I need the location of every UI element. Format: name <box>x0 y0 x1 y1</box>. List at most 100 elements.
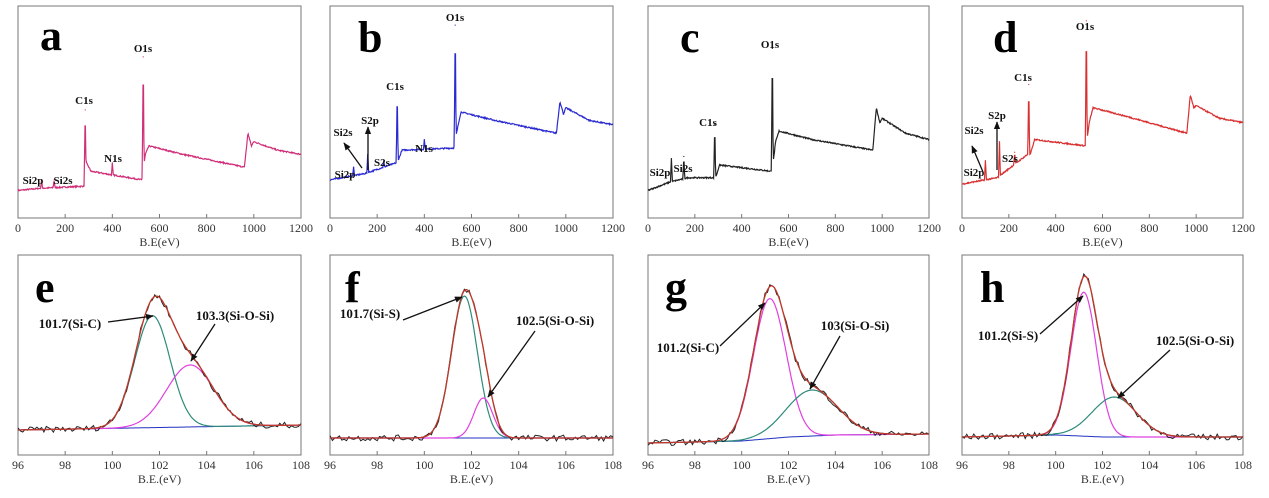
peak-label: O1s <box>134 43 153 55</box>
x-tick-label: 400 <box>1047 221 1065 235</box>
plot-frame <box>329 254 614 456</box>
x-tick-label: 0 <box>327 221 333 235</box>
panel-letter: h <box>980 263 1004 312</box>
annotation-arrow <box>107 313 154 323</box>
x-tick-label: 1000 <box>1184 221 1208 235</box>
peak-point <box>1014 151 1016 153</box>
panel-a: 0 200 400 600 800 1000 1200 B.E(eV) a Si2p Si2s N1s… <box>15 5 313 249</box>
x-tick-label: 102 <box>151 458 169 472</box>
peak-point <box>423 138 425 141</box>
spectrum-line <box>961 51 1244 186</box>
fit-component <box>18 364 301 431</box>
x-tick-label: 106 <box>873 458 891 472</box>
peak-point <box>40 179 43 181</box>
x-tick-label: 106 <box>557 458 575 472</box>
peak-label: C1s <box>386 81 404 93</box>
x-tick-label: 108 <box>1234 458 1252 472</box>
component-label: 101.7(Si-S) <box>340 306 400 321</box>
annotation-arrow <box>1117 349 1171 399</box>
peak-label: S2s <box>374 157 391 169</box>
peak-point <box>111 162 113 164</box>
panel-letter: e <box>35 263 55 312</box>
peak-label: Si2p <box>964 167 985 179</box>
x-tick-label: 600 <box>780 221 798 235</box>
x-tick-label: 200 <box>56 221 74 235</box>
peak-label: S2p <box>361 115 379 127</box>
x-tick-label: 1000 <box>554 221 578 235</box>
envelope-line <box>330 289 613 439</box>
x-tick-label: 0 <box>645 221 651 235</box>
peak-label: Si2p <box>650 167 671 179</box>
x-tick-label: 400 <box>415 221 433 235</box>
peak-label: C1s <box>1014 72 1032 84</box>
peak-point <box>454 24 456 26</box>
x-tick-label: 98 <box>1003 458 1015 472</box>
x-axis-label: B.E.(eV) <box>767 472 810 486</box>
x-tick-label: 1200 <box>601 221 625 235</box>
x-tick-label: 1200 <box>289 221 313 235</box>
x-tick-label: 0 <box>959 221 965 235</box>
x-tick-label: 96 <box>642 458 654 472</box>
annotation-arrow <box>971 145 984 173</box>
x-tick-label: 800 <box>1140 221 1158 235</box>
peak-label: Si2s <box>334 127 354 139</box>
panel-g: 96 98 100 102 104 106 108 B.E.(eV) g 101.2(Si-C) 1… <box>642 254 938 486</box>
component-label: 101.2(Si-S) <box>978 328 1038 343</box>
peak-label: Si2s <box>965 125 985 137</box>
peak-label: S2s <box>1002 153 1019 165</box>
panel-letter: d <box>993 13 1017 62</box>
panel-letter: b <box>358 13 382 62</box>
peak-point <box>53 179 55 181</box>
raw-data-line <box>17 293 302 434</box>
x-tick-label: 106 <box>1187 458 1205 472</box>
panel-e: 96 98 100 102 104 106 108 B.E.(eV) e 101.7(Si-C) 1… <box>12 254 310 486</box>
panel-letter: a <box>40 11 62 60</box>
x-tick-label: 600 <box>151 221 169 235</box>
peak-label: C1s <box>699 117 717 129</box>
panel-h: 96 98 100 102 104 106 108 B.E.(eV) h 101.2(Si-S) 1… <box>956 254 1252 486</box>
fit-component <box>18 314 301 431</box>
x-tick-label: 0 <box>15 221 21 235</box>
x-axis-label: B.E(eV) <box>768 235 808 249</box>
x-tick-label: 104 <box>198 458 216 472</box>
annotation-arrow <box>809 335 841 390</box>
peak-point <box>771 47 773 50</box>
annotation-arrow <box>487 330 536 398</box>
fit-component <box>648 389 929 444</box>
peak-point <box>1028 83 1030 86</box>
x-tick-label: 104 <box>510 458 528 472</box>
x-tick-label: 1000 <box>870 221 894 235</box>
plot-frame <box>647 254 930 456</box>
annotation-arrow <box>402 296 463 321</box>
x-tick-label: 102 <box>463 458 481 472</box>
panel-letter: g <box>665 263 687 312</box>
peak-point <box>1085 20 1087 22</box>
x-tick-label: 100 <box>415 458 433 472</box>
peak-point <box>383 160 385 162</box>
component-label: 101.7(Si-C) <box>39 316 101 331</box>
x-axis-label: B.E(eV) <box>451 235 491 249</box>
spectrum-line <box>329 53 614 182</box>
annotation-arrow <box>1039 295 1084 335</box>
component-label: 102.5(Si-O-Si) <box>516 313 594 328</box>
panel-b: 0 200 400 600 800 1000 1200 B.E(eV) b Si2p Si2s S2p… <box>327 5 625 249</box>
x-tick-label: 96 <box>956 458 968 472</box>
x-axis-label: B.E.(eV) <box>450 472 493 486</box>
panel-letter: c <box>680 13 700 62</box>
x-tick-label: 104 <box>1140 458 1158 472</box>
peak-point <box>683 155 685 158</box>
x-tick-label: 800 <box>510 221 528 235</box>
peak-point <box>84 109 86 111</box>
component-label: 102.5(Si-O-Si) <box>1156 333 1234 348</box>
x-tick-label: 600 <box>1094 221 1112 235</box>
x-tick-label: 96 <box>324 458 336 472</box>
annotation-arrow <box>719 302 766 347</box>
x-tick-label: 108 <box>920 458 938 472</box>
envelope-line <box>648 285 929 444</box>
x-tick-label: 200 <box>686 221 704 235</box>
x-tick-label: 200 <box>1000 221 1018 235</box>
fit-component <box>962 291 1243 438</box>
panel-c: 0 200 400 600 800 1000 1200 B.E(eV) c Si2p Si2s C1s… <box>645 5 941 249</box>
fit-component <box>962 396 1243 438</box>
